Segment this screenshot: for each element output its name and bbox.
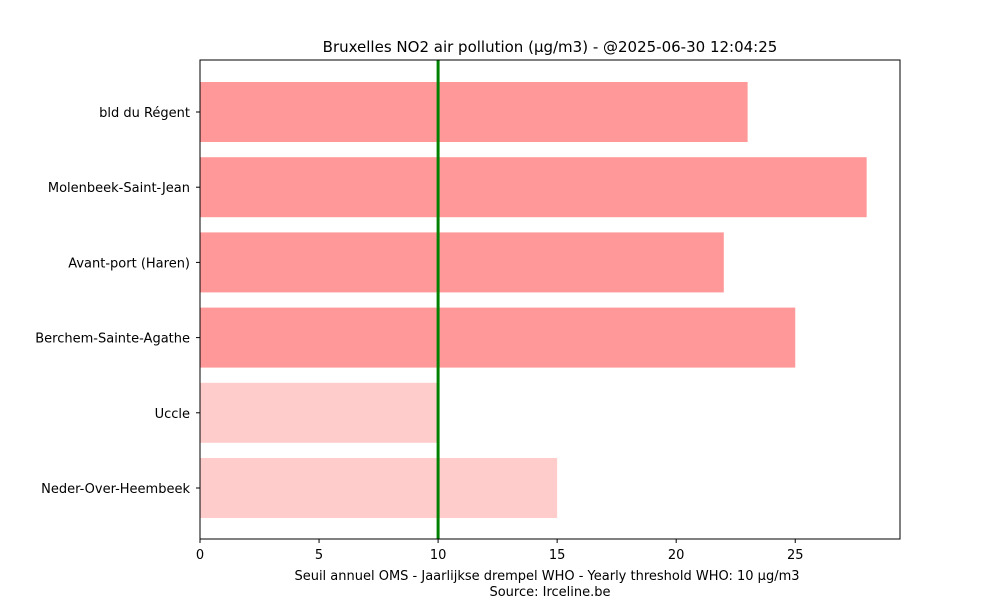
source-label: Source: Irceline.be	[489, 585, 610, 600]
x-tick-label: 20	[668, 548, 685, 563]
x-tick-label: 25	[787, 548, 804, 563]
y-tick-label: Neder-Over-Heembeek	[41, 482, 190, 497]
x-tick-label: 0	[196, 548, 204, 563]
x-axis-label: Seuil annuel OMS - Jaarlijkse drempel WH…	[294, 569, 799, 584]
bar	[200, 458, 558, 518]
y-tick-label: Molenbeek-Saint-Jean	[48, 181, 190, 196]
bar	[200, 382, 439, 443]
y-tick-label: bld du Régent	[99, 106, 190, 121]
y-tick-label: Uccle	[155, 407, 190, 422]
bars-group	[200, 82, 867, 518]
y-axis: bld du Régent Molenbeek-Saint-Jean Avant-p…	[35, 106, 200, 497]
x-axis: 0 5 10 15 20 25	[196, 539, 804, 563]
x-tick-label: 15	[549, 548, 566, 563]
bar	[200, 232, 724, 293]
bar	[200, 82, 748, 142]
x-tick-label: 10	[430, 548, 447, 563]
bar	[200, 307, 796, 368]
y-tick-label: Avant-port (Haren)	[68, 256, 190, 271]
chart-title: Bruxelles NO2 air pollution (µg/m3) - @2…	[323, 38, 778, 56]
bar	[200, 157, 867, 218]
y-tick-label: Berchem-Sainte-Agathe	[35, 332, 190, 347]
plot-frame	[199, 59, 901, 540]
x-tick-label: 5	[315, 548, 323, 563]
